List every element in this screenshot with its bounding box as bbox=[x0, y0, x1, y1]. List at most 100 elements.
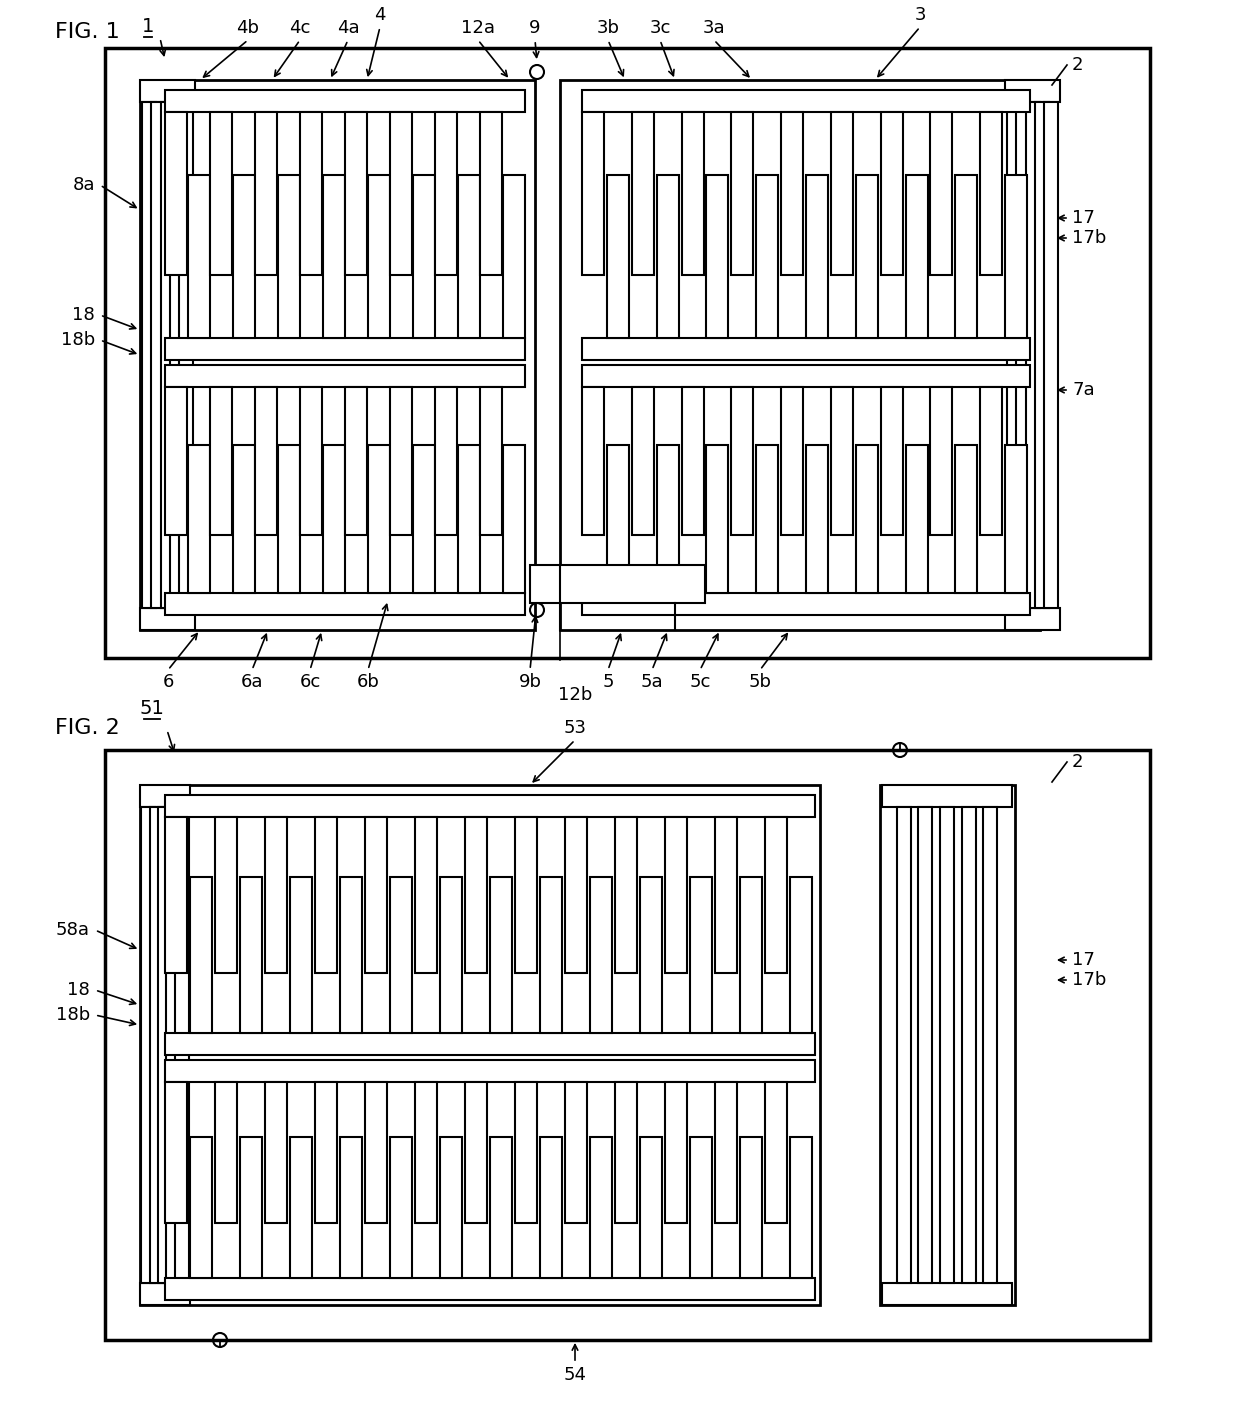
Bar bbox=[165, 1277, 815, 1300]
Bar bbox=[290, 1137, 312, 1277]
Bar bbox=[665, 1081, 687, 1223]
Bar bbox=[140, 784, 190, 807]
Bar bbox=[165, 112, 187, 274]
Bar bbox=[1004, 80, 1060, 102]
Bar bbox=[981, 387, 1002, 536]
Text: 8a: 8a bbox=[72, 176, 95, 195]
Bar bbox=[165, 794, 815, 817]
Bar bbox=[880, 112, 903, 274]
Bar bbox=[140, 80, 195, 102]
Bar bbox=[440, 878, 463, 1033]
Bar bbox=[1006, 175, 1027, 338]
Bar bbox=[165, 1081, 187, 1223]
Bar bbox=[210, 387, 232, 536]
Bar bbox=[391, 878, 412, 1033]
Bar bbox=[151, 102, 165, 608]
Bar bbox=[345, 387, 367, 536]
Bar bbox=[165, 365, 525, 387]
Text: 3b: 3b bbox=[596, 18, 620, 37]
Bar bbox=[715, 817, 737, 972]
Text: 9b: 9b bbox=[518, 674, 542, 691]
Bar bbox=[465, 817, 487, 972]
Text: 5a: 5a bbox=[641, 674, 663, 691]
Bar bbox=[983, 807, 997, 1283]
Bar bbox=[1004, 608, 1060, 630]
Bar bbox=[606, 175, 629, 338]
Text: 18: 18 bbox=[67, 980, 91, 999]
Text: FIG. 2: FIG. 2 bbox=[55, 718, 120, 737]
Text: 3c: 3c bbox=[650, 18, 671, 37]
Bar bbox=[582, 338, 1030, 360]
Bar bbox=[415, 1081, 436, 1223]
Bar bbox=[955, 175, 977, 338]
Text: 17b: 17b bbox=[1073, 229, 1106, 247]
Text: 17b: 17b bbox=[1073, 971, 1106, 989]
Text: 6c: 6c bbox=[299, 674, 321, 691]
Bar bbox=[640, 878, 662, 1033]
Bar bbox=[640, 1137, 662, 1277]
Bar bbox=[1044, 102, 1058, 608]
Bar bbox=[160, 102, 175, 608]
Bar bbox=[880, 784, 1016, 1304]
Bar bbox=[790, 878, 812, 1033]
Bar bbox=[981, 112, 1002, 274]
Bar bbox=[413, 445, 434, 593]
Bar bbox=[365, 1081, 387, 1223]
Bar bbox=[187, 175, 210, 338]
Bar bbox=[756, 445, 779, 593]
Bar bbox=[150, 807, 164, 1283]
Bar bbox=[210, 112, 232, 274]
Bar bbox=[391, 1137, 412, 1277]
Bar bbox=[880, 387, 903, 536]
Text: 54: 54 bbox=[563, 1366, 587, 1384]
Bar bbox=[740, 878, 763, 1033]
Bar bbox=[105, 48, 1149, 658]
Bar bbox=[1025, 102, 1039, 608]
Bar bbox=[565, 1081, 587, 1223]
Bar bbox=[732, 387, 754, 536]
Bar bbox=[590, 1137, 613, 1277]
Bar bbox=[365, 817, 387, 972]
Bar bbox=[415, 817, 436, 972]
Bar bbox=[740, 1137, 763, 1277]
Bar bbox=[165, 1033, 815, 1054]
Text: 3: 3 bbox=[914, 6, 926, 24]
Bar bbox=[440, 1137, 463, 1277]
Bar bbox=[322, 445, 345, 593]
Bar bbox=[175, 807, 188, 1283]
Bar bbox=[615, 817, 637, 972]
Text: 5b: 5b bbox=[749, 674, 771, 691]
Bar bbox=[490, 1137, 512, 1277]
Bar bbox=[215, 817, 237, 972]
Bar bbox=[458, 445, 480, 593]
Text: 6b: 6b bbox=[357, 674, 379, 691]
Bar bbox=[340, 1137, 362, 1277]
Bar bbox=[682, 112, 703, 274]
Text: 1: 1 bbox=[141, 17, 154, 36]
Bar bbox=[190, 1137, 212, 1277]
Text: 58a: 58a bbox=[56, 921, 91, 939]
Bar bbox=[322, 175, 345, 338]
Bar bbox=[187, 445, 210, 593]
Bar bbox=[856, 175, 878, 338]
Bar bbox=[715, 1081, 737, 1223]
Bar bbox=[300, 112, 322, 274]
Bar bbox=[732, 112, 754, 274]
Bar bbox=[435, 112, 458, 274]
Bar bbox=[157, 807, 172, 1283]
Bar bbox=[707, 445, 728, 593]
Text: 5: 5 bbox=[603, 674, 614, 691]
Text: 4c: 4c bbox=[289, 18, 311, 37]
Bar bbox=[582, 387, 604, 536]
Text: 7a: 7a bbox=[1073, 381, 1095, 399]
Bar bbox=[682, 387, 703, 536]
Text: 2: 2 bbox=[1073, 753, 1084, 772]
Bar bbox=[367, 175, 389, 338]
Bar bbox=[502, 445, 525, 593]
Bar bbox=[515, 817, 537, 972]
Bar bbox=[140, 80, 534, 630]
Bar bbox=[539, 1137, 562, 1277]
Bar bbox=[190, 878, 212, 1033]
Bar bbox=[905, 445, 928, 593]
Bar bbox=[806, 445, 828, 593]
